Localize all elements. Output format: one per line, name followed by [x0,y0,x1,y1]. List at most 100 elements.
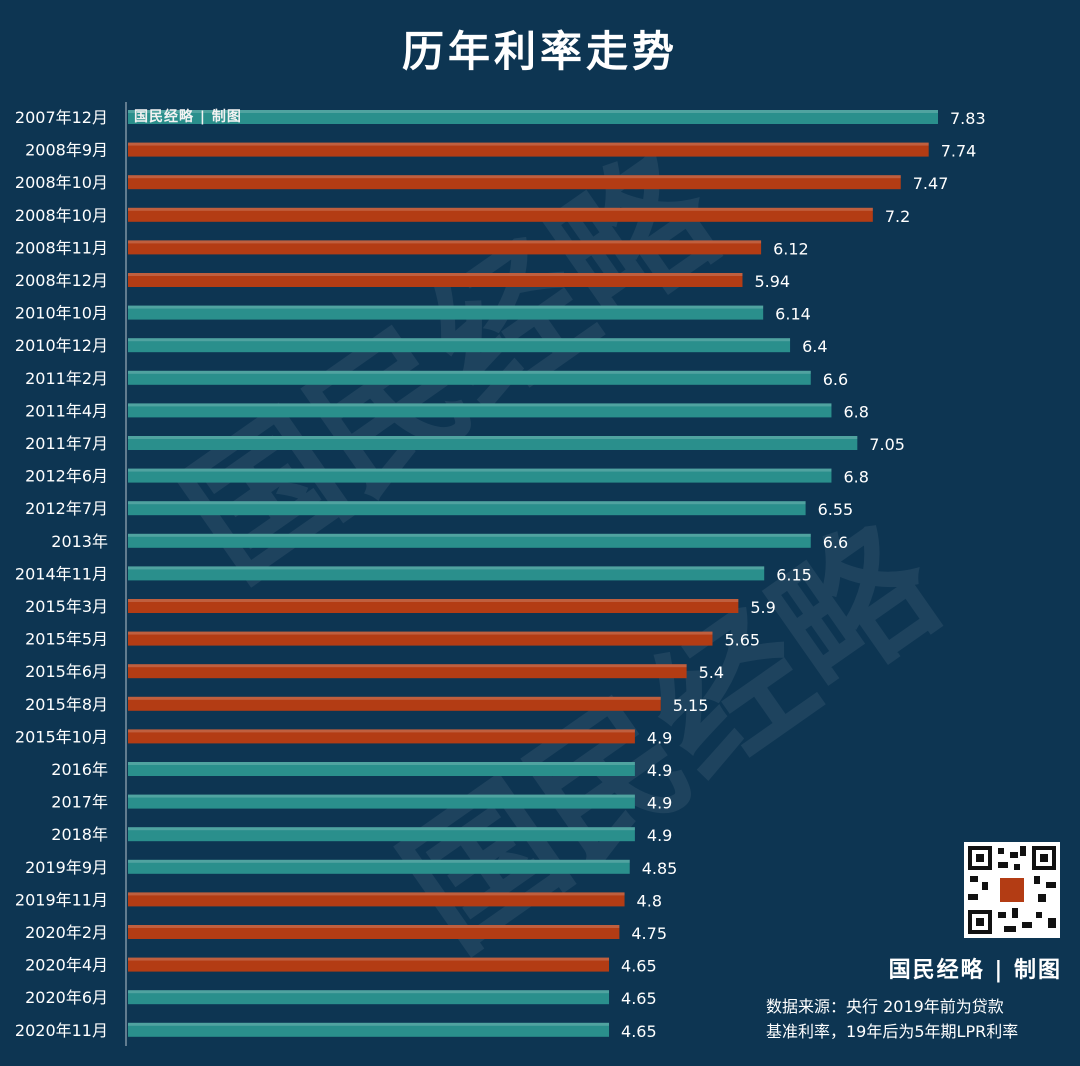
data-label: 6.8 [843,468,868,487]
bar [128,436,858,450]
bar-highlight [128,1022,610,1026]
bar [128,762,635,776]
bar-highlight [128,110,938,113]
bar [128,794,635,809]
bar-highlight [128,599,739,602]
bar-highlight [128,729,635,733]
bar-highlight [128,794,635,798]
category-label: 2012年6月 [25,467,108,486]
category-label: 2008年10月 [15,173,108,192]
category-label: 2008年11月 [15,238,108,257]
bar-highlight [128,762,635,765]
bar-highlight [128,240,762,244]
data-label: 7.2 [885,207,910,226]
bar [128,892,625,907]
data-label: 4.65 [621,989,657,1008]
bar [128,827,635,842]
category-label: 2019年9月 [25,858,108,877]
bar-highlight [128,370,811,374]
data-source-note: 数据来源：央行 2019年前为贷款 基准利率，19年后为5年期LPR利率 [766,994,1066,1044]
category-label: 2015年8月 [25,695,108,714]
bar-highlight [128,827,635,831]
category-label: 2008年9月 [25,141,108,160]
category-label: 2017年 [51,793,108,812]
category-label: 2008年10月 [15,206,108,225]
bar-highlight [128,696,661,700]
bar [128,240,762,255]
bar [128,468,832,483]
category-label: 2015年5月 [25,630,108,649]
bar [128,664,687,679]
bar [128,370,811,385]
data-label: 4.9 [647,826,672,845]
brand-mark: 国民经略 | 制图 [888,957,1062,983]
qr-code-icon [964,842,1060,938]
data-label: 4.9 [647,761,672,780]
data-label: 5.65 [724,631,760,650]
bar-highlight [128,501,806,505]
bar-highlight [128,338,791,342]
data-label: 5.9 [750,598,775,617]
bar-highlight [128,892,625,896]
bar [128,533,811,548]
category-label: 2019年11月 [15,890,108,909]
bar [128,207,873,222]
data-label: 5.4 [699,663,724,682]
bar-highlight [128,436,858,439]
bar [128,990,610,1005]
bar [128,501,806,516]
category-label: 2014年11月 [15,564,108,583]
data-label: 4.85 [642,859,678,878]
data-label: 6.6 [823,533,848,552]
category-label: 2015年3月 [25,597,108,616]
brand-mark-small: 国民经略 | 制图 [134,109,242,125]
bar [128,729,635,744]
bar [128,859,630,874]
data-label: 6.55 [818,500,854,519]
bar-highlight [128,403,832,407]
data-label: 4.9 [647,728,672,747]
category-label: 2011年4月 [25,401,108,420]
bar-highlight [128,468,832,472]
bar-highlight [128,566,765,570]
bar-highlight [128,273,743,276]
bar-highlight [128,305,764,309]
data-label: 7.83 [950,109,986,128]
data-label: 6.6 [823,370,848,389]
category-label: 2013年 [51,532,108,551]
category-label: 2011年2月 [25,369,108,388]
bar-highlight [128,175,901,179]
bar [128,305,764,320]
bar-highlight [128,142,929,146]
bar-highlight [128,533,811,537]
category-label: 2010年12月 [15,336,108,355]
category-label: 2016年 [51,760,108,779]
bar [128,925,620,939]
data-label: 4.65 [621,1022,657,1041]
bar [128,566,765,581]
bar [128,338,791,353]
bar-highlight [128,990,610,994]
category-label: 2018年 [51,825,108,844]
category-label: 2020年2月 [25,923,108,942]
bar [128,631,713,646]
data-label: 5.94 [754,272,790,291]
data-label: 6.12 [773,239,809,258]
bar [128,1022,610,1037]
bar [128,110,938,124]
category-label: 2007年12月 [15,108,108,127]
source-line-2: 基准利率，19年后为5年期LPR利率 [766,1022,1019,1041]
data-label: 4.65 [621,957,657,976]
data-label: 7.47 [913,174,949,193]
bar [128,696,661,711]
category-label: 2015年6月 [25,662,108,681]
bar [128,273,743,287]
data-label: 6.15 [776,565,812,584]
data-label: 6.8 [843,402,868,421]
category-label: 2020年4月 [25,956,108,975]
bar-highlight [128,957,610,961]
bar [128,142,929,157]
bar [128,175,901,190]
bar [128,957,610,972]
